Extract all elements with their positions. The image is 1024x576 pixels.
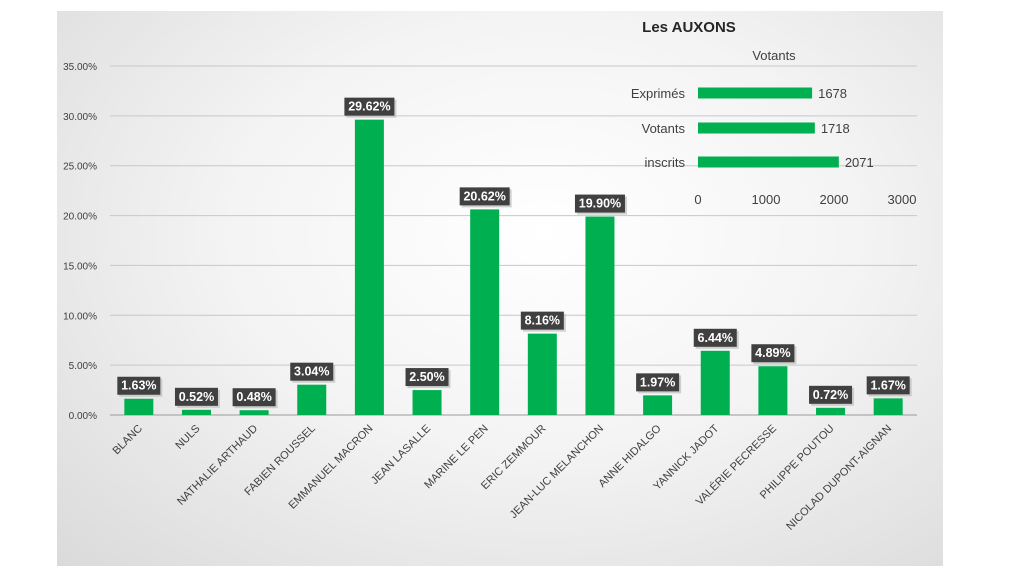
y-tick-label: 0.00% xyxy=(69,411,97,422)
data-label-box xyxy=(232,388,276,407)
inset-category-label: Exprimés xyxy=(631,86,686,101)
data-label: 6.44% xyxy=(698,331,733,345)
inset-data-label: 1678 xyxy=(818,86,847,101)
y-tick-label: 25.00% xyxy=(63,162,97,173)
x-category-label: JEAN-LUC MELANCHON xyxy=(508,423,606,521)
bar xyxy=(816,407,846,415)
y-tick-label: 10.00% xyxy=(63,311,97,322)
data-label-box xyxy=(117,376,161,395)
chart-area: Les AUXONS 0.00% 5.00% 10.00% 15.00% 20.00% 2… xyxy=(57,11,943,566)
y-tick-label: 15.00% xyxy=(63,261,97,272)
data-label-box xyxy=(751,344,795,363)
data-label-box xyxy=(574,194,625,213)
inset-x-tick-label: 1000 xyxy=(752,192,781,207)
data-label: 1.97% xyxy=(640,375,675,389)
inset-bar xyxy=(698,87,813,99)
data-label: 1.67% xyxy=(870,378,905,392)
data-label-box xyxy=(693,328,737,347)
inset-x-tick-label: 3000 xyxy=(888,192,917,207)
x-category-label: NULS xyxy=(173,423,202,452)
data-label: 0.48% xyxy=(236,390,271,404)
data-label-box xyxy=(405,368,449,387)
data-label-box xyxy=(866,376,910,395)
bar xyxy=(700,350,730,415)
data-label: 2.50% xyxy=(409,370,444,384)
data-label-box xyxy=(520,311,564,330)
chart-svg: Les AUXONS 0.00% 5.00% 10.00% 15.00% 20.00% 2… xyxy=(63,19,917,533)
bar xyxy=(585,216,615,415)
bar xyxy=(181,409,211,415)
inset-bar xyxy=(698,122,815,134)
inset-category-label: Votants xyxy=(642,121,686,136)
x-category-label: JEAN LASALLE xyxy=(369,423,433,487)
inset-data-label: 2071 xyxy=(845,155,874,170)
inset-data-label: 1718 xyxy=(821,121,850,136)
x-category-label: NICOLAD DUPONT-AIGNAN xyxy=(784,423,894,533)
bar xyxy=(239,410,269,415)
bar xyxy=(124,398,154,415)
inset-x-tick-label: 2000 xyxy=(820,192,849,207)
bar xyxy=(354,119,384,415)
data-label: 0.52% xyxy=(179,390,214,404)
y-tick-label: 5.00% xyxy=(69,361,97,372)
bar xyxy=(412,390,442,415)
bar xyxy=(297,384,327,415)
y-tick-label: 35.00% xyxy=(63,62,97,73)
y-tick-label: 20.00% xyxy=(63,212,97,223)
data-label-box xyxy=(344,97,395,116)
bar xyxy=(643,395,673,415)
inset-x-tick-label: 0 xyxy=(694,192,701,207)
data-label: 1.63% xyxy=(121,379,156,393)
data-label: 0.72% xyxy=(813,388,848,402)
data-label-box xyxy=(290,362,334,381)
data-label: 3.04% xyxy=(294,365,329,379)
data-label: 29.62% xyxy=(348,100,390,114)
x-category-label: ANNE HIDALGO xyxy=(596,422,664,490)
inset-category-label: inscrits xyxy=(645,155,686,170)
bar xyxy=(758,366,788,415)
data-label-box xyxy=(809,385,853,404)
data-label: 4.89% xyxy=(755,346,790,360)
data-label-box xyxy=(174,387,218,406)
data-label-box xyxy=(636,373,680,392)
y-tick-label: 30.00% xyxy=(63,112,97,123)
x-category-label: BLANC xyxy=(111,423,145,457)
data-label: 19.90% xyxy=(579,197,621,211)
bar xyxy=(470,209,500,415)
bar xyxy=(873,398,903,415)
data-label-box xyxy=(459,187,510,206)
data-label: 20.62% xyxy=(463,189,505,203)
bar xyxy=(527,333,557,415)
data-label: 8.16% xyxy=(525,314,560,328)
inset-title: Votants xyxy=(752,48,796,63)
inset-bar xyxy=(698,156,839,168)
main-title: Les AUXONS xyxy=(642,19,736,36)
